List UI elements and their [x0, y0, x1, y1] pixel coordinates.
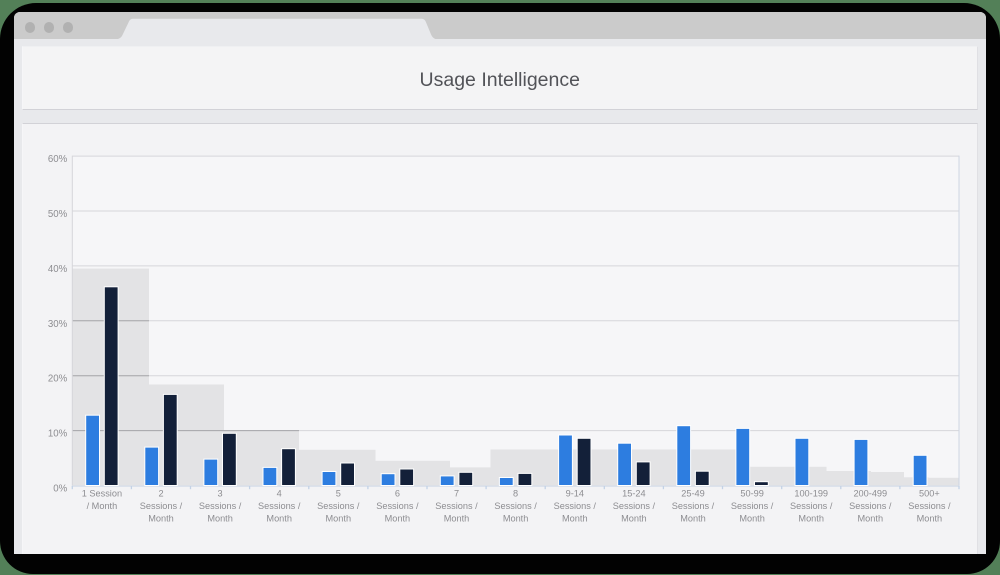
svg-text:Sessions /: Sessions / [849, 501, 892, 511]
svg-text:60%: 60% [48, 154, 68, 165]
svg-text:7: 7 [454, 488, 459, 498]
svg-text:3: 3 [218, 488, 223, 498]
svg-text:50%: 50% [48, 209, 68, 220]
svg-text:Sessions /: Sessions / [908, 501, 951, 511]
svg-text:Sessions /: Sessions / [140, 501, 183, 511]
svg-text:Month: Month [917, 513, 943, 523]
svg-text:30%: 30% [48, 319, 68, 330]
svg-text:6: 6 [395, 488, 400, 498]
svg-text:Month: Month [326, 513, 352, 523]
svg-text:5: 5 [336, 488, 341, 498]
svg-text:40%: 40% [48, 264, 68, 275]
svg-text:9-14: 9-14 [566, 488, 584, 498]
svg-text:15-24: 15-24 [622, 488, 646, 498]
svg-text:25-49: 25-49 [681, 488, 705, 498]
svg-text:4: 4 [277, 488, 282, 498]
svg-text:Sessions /: Sessions / [199, 501, 242, 511]
svg-text:Month: Month [207, 513, 233, 523]
svg-text:Sessions /: Sessions / [613, 501, 656, 511]
svg-text:20%: 20% [48, 374, 68, 385]
svg-text:/ Month: / Month [87, 501, 118, 511]
svg-text:Month: Month [798, 513, 824, 523]
svg-text:Month: Month [148, 513, 174, 523]
svg-text:Sessions /: Sessions / [554, 501, 597, 511]
svg-text:1 Session: 1 Session [82, 488, 122, 498]
svg-text:200-499: 200-499 [853, 488, 887, 498]
svg-text:Sessions /: Sessions / [731, 501, 774, 511]
svg-text:Month: Month [503, 513, 529, 523]
svg-text:Month: Month [739, 513, 765, 523]
svg-text:100-199: 100-199 [794, 488, 828, 498]
svg-text:Month: Month [444, 513, 470, 523]
svg-text:500+: 500+ [919, 488, 940, 498]
svg-text:Sessions /: Sessions / [435, 501, 478, 511]
svg-text:2: 2 [158, 488, 163, 498]
svg-text:10%: 10% [48, 429, 68, 440]
svg-text:Sessions /: Sessions / [672, 501, 715, 511]
svg-text:Sessions /: Sessions / [258, 501, 301, 511]
svg-text:Month: Month [266, 513, 292, 523]
svg-text:Month: Month [680, 513, 706, 523]
svg-text:Month: Month [385, 513, 411, 523]
svg-text:50-99: 50-99 [740, 488, 764, 498]
svg-text:0%: 0% [53, 484, 67, 495]
svg-text:Sessions /: Sessions / [376, 501, 419, 511]
svg-text:Month: Month [562, 513, 588, 523]
svg-text:Sessions /: Sessions / [494, 501, 537, 511]
svg-text:Sessions /: Sessions / [790, 501, 833, 511]
svg-text:8: 8 [513, 488, 518, 498]
svg-text:Sessions /: Sessions / [317, 501, 360, 511]
svg-text:Month: Month [858, 513, 884, 523]
svg-text:Month: Month [621, 513, 647, 523]
